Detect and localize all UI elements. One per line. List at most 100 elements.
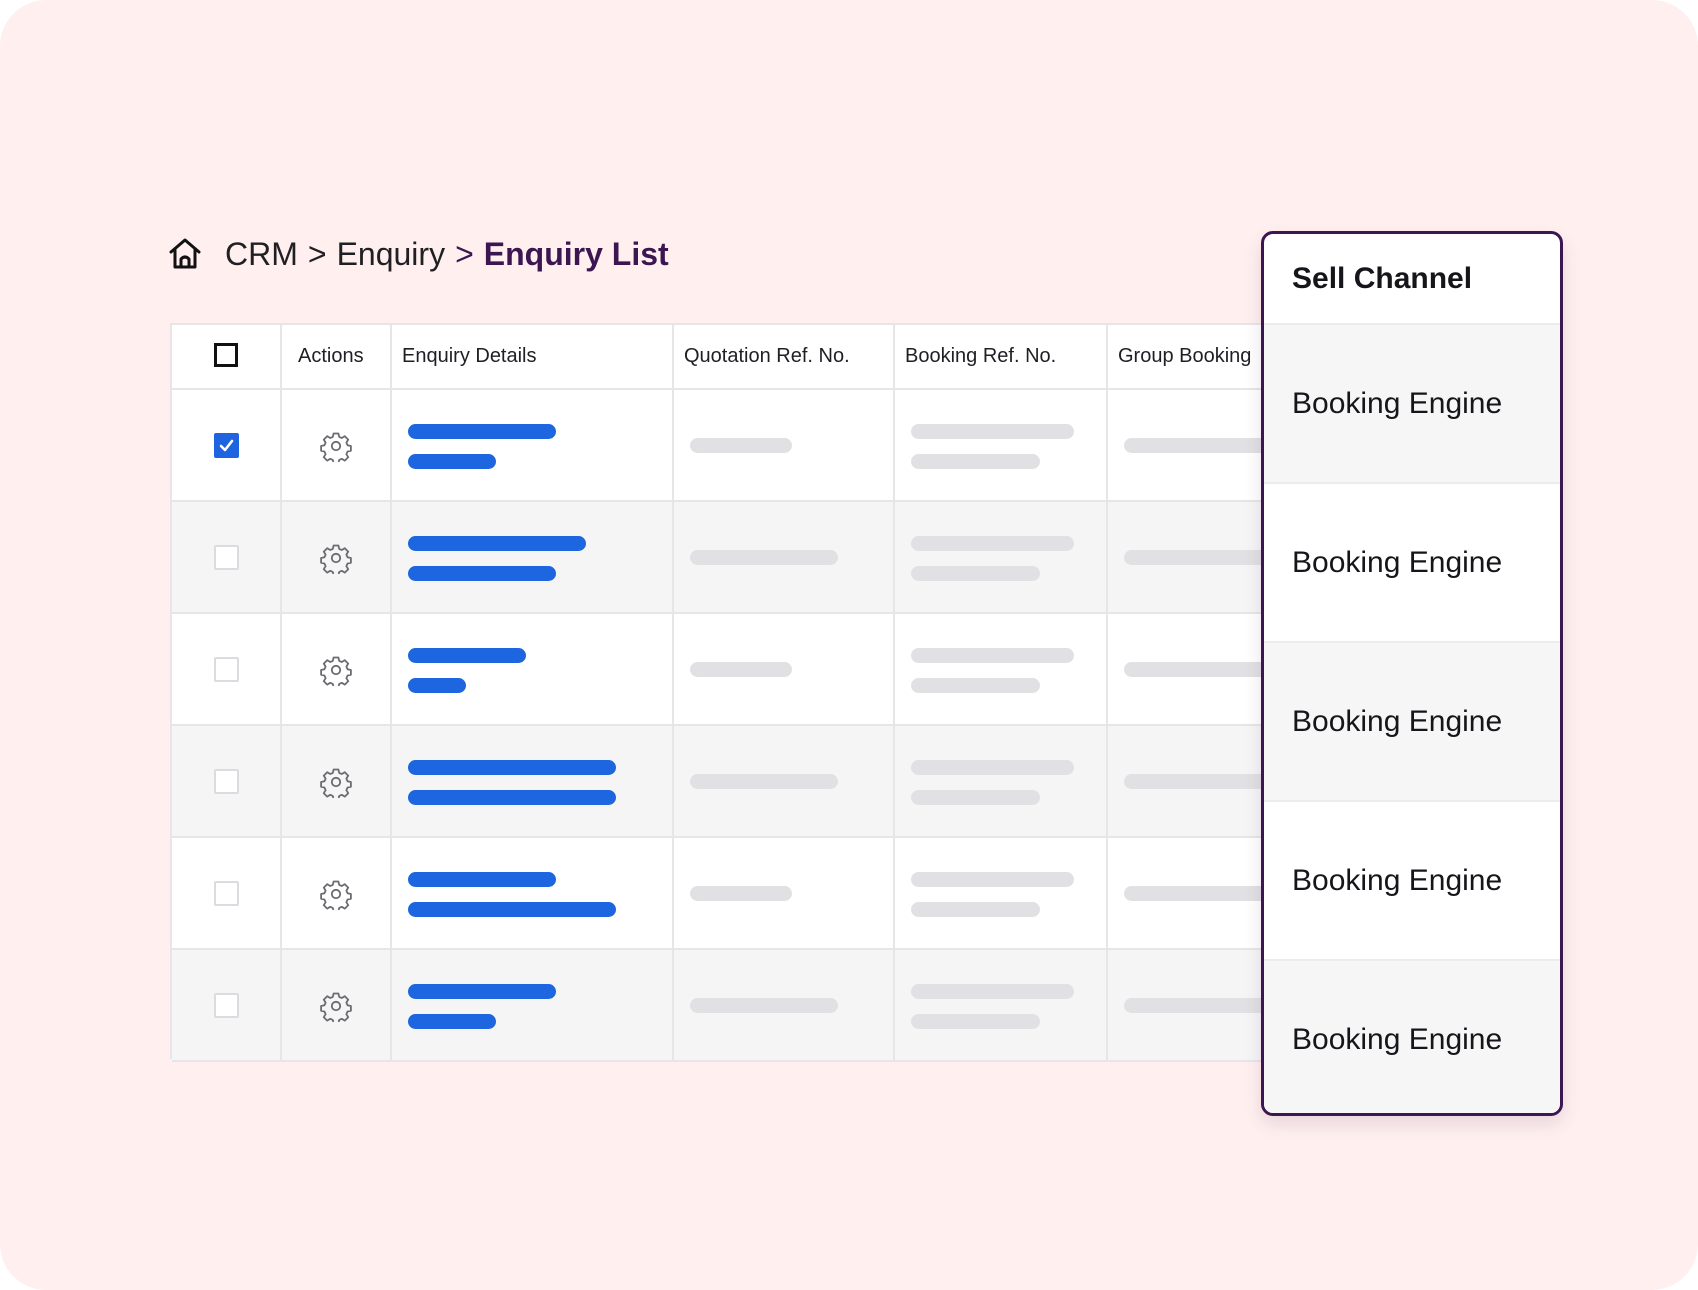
group-booking-cell <box>1108 726 1324 836</box>
enquiry-details-cell <box>392 950 674 1060</box>
gear-icon[interactable] <box>320 766 352 801</box>
sell-channel-value: Booking Engine <box>1292 705 1503 738</box>
enquiry-details-placeholder <box>408 566 556 581</box>
booking-ref-placeholder <box>911 536 1074 551</box>
row-actions-cell <box>282 502 392 612</box>
quotation-ref-placeholder <box>690 662 792 677</box>
booking-ref-placeholder <box>911 424 1074 439</box>
table-row[interactable] <box>172 614 1324 726</box>
table-row[interactable] <box>172 950 1324 1062</box>
booking-ref-placeholder <box>911 1014 1040 1029</box>
row-select-cell <box>172 838 282 948</box>
column-header-label: Actions <box>298 345 364 367</box>
enquiry-table: Actions Enquiry Details Quotation Ref. N… <box>170 323 1324 1062</box>
group-booking-cell <box>1108 390 1324 500</box>
table-header-row: Actions Enquiry Details Quotation Ref. N… <box>172 325 1278 390</box>
column-header-enquiry-details: Enquiry Details <box>392 325 674 388</box>
enquiry-details-placeholder <box>408 872 556 887</box>
table-row[interactable] <box>172 838 1324 950</box>
booking-ref-cell <box>895 614 1108 724</box>
breadcrumb-separator: > <box>455 235 474 272</box>
home-icon[interactable] <box>165 234 205 274</box>
column-header-label: Booking Ref. No. <box>905 345 1057 367</box>
booking-ref-placeholder <box>911 454 1040 469</box>
booking-ref-placeholder <box>911 872 1074 887</box>
quotation-ref-placeholder <box>690 438 792 453</box>
breadcrumb-item-enquiry[interactable]: Enquiry <box>336 235 446 272</box>
quotation-ref-cell <box>674 726 895 836</box>
sell-channel-panel: Sell Channel Booking Engine Booking Engi… <box>1261 231 1563 1116</box>
row-checkbox[interactable] <box>214 433 239 458</box>
breadcrumb-separator: > <box>307 235 327 272</box>
quotation-ref-cell <box>674 838 895 948</box>
enquiry-details-cell <box>392 726 674 836</box>
row-checkbox[interactable] <box>214 657 239 682</box>
booking-ref-placeholder <box>911 902 1040 917</box>
row-actions-cell <box>282 390 392 500</box>
sell-channel-header: Sell Channel <box>1264 234 1560 325</box>
sell-channel-cell: Booking Engine <box>1264 961 1560 1113</box>
sell-channel-cell: Booking Engine <box>1264 484 1560 643</box>
booking-ref-placeholder <box>911 984 1074 999</box>
enquiry-details-placeholder <box>408 1014 496 1029</box>
booking-ref-placeholder <box>911 760 1074 775</box>
sell-channel-cell: Booking Engine <box>1264 802 1560 961</box>
enquiry-details-placeholder <box>408 424 556 439</box>
breadcrumb-item-crm[interactable]: CRM <box>225 235 298 272</box>
enquiry-details-placeholder <box>408 536 586 551</box>
enquiry-details-cell <box>392 838 674 948</box>
booking-ref-cell <box>895 950 1108 1060</box>
enquiry-details-placeholder <box>408 648 526 663</box>
row-actions-cell <box>282 726 392 836</box>
sell-channel-value: Booking Engine <box>1292 1023 1503 1056</box>
select-all-checkbox[interactable] <box>214 343 238 367</box>
quotation-ref-cell <box>674 950 895 1060</box>
row-select-cell <box>172 726 282 836</box>
enquiry-details-placeholder <box>408 790 616 805</box>
column-header-group-booking: Group Booking <box>1108 325 1282 388</box>
gear-icon[interactable] <box>320 990 352 1025</box>
gear-icon[interactable] <box>320 878 352 913</box>
row-actions-cell <box>282 614 392 724</box>
quotation-ref-placeholder <box>690 550 838 565</box>
gear-icon[interactable] <box>320 430 352 465</box>
enquiry-details-placeholder <box>408 984 556 999</box>
row-actions-cell <box>282 838 392 948</box>
column-header-actions: Actions <box>282 325 392 388</box>
group-booking-cell <box>1108 614 1324 724</box>
table-row[interactable] <box>172 390 1324 502</box>
gear-icon[interactable] <box>320 542 352 577</box>
enquiry-details-cell <box>392 614 674 724</box>
enquiry-details-placeholder <box>408 678 466 693</box>
sell-channel-cell: Booking Engine <box>1264 643 1560 802</box>
row-checkbox[interactable] <box>214 881 239 906</box>
breadcrumb: CRM > Enquiry > Enquiry List <box>165 232 669 276</box>
booking-ref-placeholder <box>911 566 1040 581</box>
column-header-booking-ref: Booking Ref. No. <box>895 325 1108 388</box>
gear-icon[interactable] <box>320 654 352 689</box>
enquiry-details-placeholder <box>408 454 496 469</box>
booking-ref-placeholder <box>911 678 1040 693</box>
quotation-ref-cell <box>674 390 895 500</box>
row-select-cell <box>172 950 282 1060</box>
row-checkbox[interactable] <box>214 545 239 570</box>
row-checkbox[interactable] <box>214 993 239 1018</box>
row-select-cell <box>172 390 282 500</box>
booking-ref-cell <box>895 838 1108 948</box>
row-actions-cell <box>282 950 392 1060</box>
group-booking-cell <box>1108 950 1324 1060</box>
column-header-label: Enquiry Details <box>402 345 537 367</box>
enquiry-details-placeholder <box>408 902 616 917</box>
booking-ref-cell <box>895 390 1108 500</box>
booking-ref-placeholder <box>911 648 1074 663</box>
booking-ref-cell <box>895 502 1108 612</box>
sell-channel-value: Booking Engine <box>1292 864 1503 897</box>
table-row[interactable] <box>172 502 1324 614</box>
booking-ref-cell <box>895 726 1108 836</box>
table-row[interactable] <box>172 726 1324 838</box>
row-select-cell <box>172 614 282 724</box>
quotation-ref-cell <box>674 502 895 612</box>
sell-channel-value: Booking Engine <box>1292 546 1503 579</box>
row-checkbox[interactable] <box>214 769 239 794</box>
enquiry-details-cell <box>392 502 674 612</box>
